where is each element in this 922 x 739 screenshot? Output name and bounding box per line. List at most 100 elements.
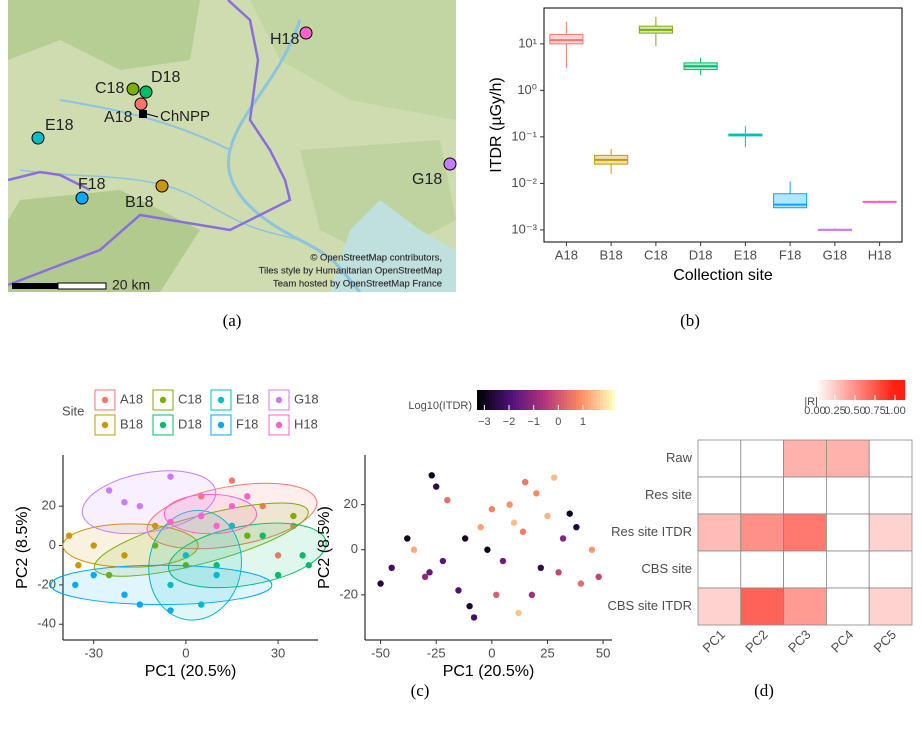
y-tick-label: 10⁻¹ [511,128,537,143]
column-label: PC1 [699,627,727,655]
colorbar-cell [534,390,537,410]
row-label: Raw [666,450,693,465]
heatmap-cell [869,551,912,588]
point [529,592,535,598]
point [544,513,550,519]
y-tick-label: 10⁻³ [511,221,537,236]
colorbar-cell [603,390,606,410]
colorbar-tick-label: −1 [527,416,540,428]
heatmap-cell [741,551,784,588]
legend-label: C18 [178,391,202,406]
colorbar-cell [585,390,588,410]
colorbar-cell [525,390,528,410]
site-marker [76,192,88,204]
legend-dot [102,397,108,403]
column-label: PC3 [785,627,813,655]
point [377,580,383,586]
heatmap-cell [784,440,827,477]
colorbar-cell [860,380,863,400]
box [550,34,583,43]
colorbar-cell [840,380,843,400]
x-tick-label: -25 [427,645,446,660]
point [551,474,557,480]
heatmap-cell [741,588,784,625]
heatmap-cell [784,588,827,625]
heatmap-cell [784,477,827,514]
panel-label: (c) [411,681,430,700]
point [75,562,81,568]
y-axis-label: ITDR (µGy/h) [488,77,505,172]
colorbar-cell [903,380,906,400]
colorbar-cell [885,380,888,400]
colorbar-cell [843,380,846,400]
colorbar-cell [594,390,597,410]
x-tick-label: 30 [271,645,285,660]
point [389,565,395,571]
x-axis-label: PC1 (20.5%) [145,663,237,680]
colorbar-cell [480,390,483,410]
colorbar-cell [880,380,883,400]
colorbar-cell [865,380,868,400]
colorbar-cell [504,390,507,410]
site-label: E18 [45,117,74,134]
attribution: © OpenStreetMap contributors, [310,253,442,264]
colorbar-cell [537,390,540,410]
colorbar-cell [838,380,841,400]
site-marker [300,27,312,39]
colorbar-cell [883,380,886,400]
point [578,580,584,586]
point [275,572,281,578]
x-axis-label: PC1 (20.5%) [443,663,535,680]
colorbar-tick-label: 0 [555,416,561,428]
colorbar-title: Log10(ITDR) [408,400,472,412]
heatmap-cell [784,551,827,588]
box [774,194,807,208]
colorbar-cell [828,380,831,400]
colorbar-cell [888,380,891,400]
point [462,535,468,541]
heatmap-cell [698,477,741,514]
colorbar-cell [570,390,573,410]
panel-label: (d) [754,681,774,700]
scale-label: 20 km [112,277,150,293]
colorbar-cell [600,390,603,410]
point [489,506,495,512]
point [66,532,72,538]
legend-label: H18 [294,416,318,431]
panel-label: (a) [223,311,242,330]
row-label: Res site ITDR [611,524,692,539]
site-label: B18 [125,194,154,211]
colorbar-cell [567,390,570,410]
colorbar-cell [576,390,579,410]
heatmap-cell [826,440,869,477]
y-tick-label: -40 [37,616,56,631]
x-tick-label: C18 [644,247,668,262]
legend-label: E18 [236,391,259,406]
colorbar-cell [579,390,582,410]
colorbar-cell [900,380,903,400]
point [167,607,173,613]
site-label: H18 [270,31,299,48]
colorbar-cell [519,390,522,410]
point [290,513,296,519]
site-marker [135,98,147,110]
x-tick-label: 25 [540,645,554,660]
point [121,592,127,598]
colorbar-cell [591,390,594,410]
colorbar-cell [516,390,519,410]
plant-label: ChNPP [160,108,210,125]
point [121,499,127,505]
colorbar-cell [492,390,495,410]
x-tick-label: F18 [779,247,801,262]
colorbar-cell [612,390,615,410]
point [259,532,265,538]
colorbar-cell [552,390,555,410]
y-axis-label: PC2 (8.5%) [316,506,333,589]
colorbar-cell [498,390,501,410]
colorbar-cell [823,380,826,400]
point [306,562,312,568]
colorbar-cell [513,390,516,410]
point [213,523,219,529]
colorbar-tick-label: −2 [503,416,516,428]
column-label: PC2 [742,627,770,655]
